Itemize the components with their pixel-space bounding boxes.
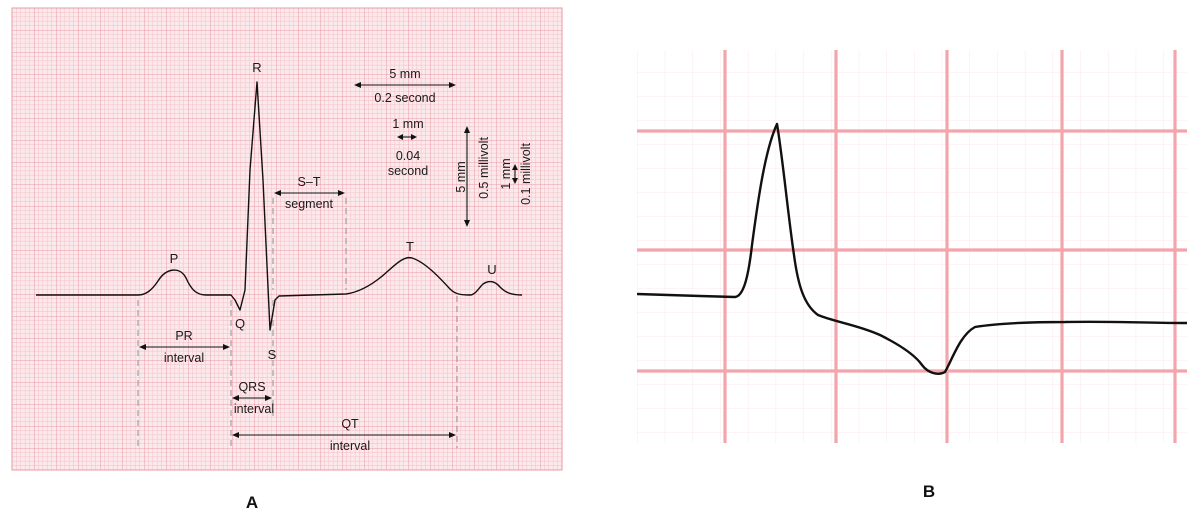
ecg-paper-b	[637, 50, 1187, 443]
ecg-paper-a	[12, 8, 562, 470]
label-p-wave: P	[170, 251, 179, 266]
label-qt-interval-word: interval	[330, 439, 370, 453]
panel-b-ecg-strip	[636, 50, 1187, 443]
label-small-box-height: 1 mm	[499, 158, 513, 189]
major-grid-b	[637, 50, 1187, 443]
label-u-wave: U	[487, 262, 496, 277]
label-t-wave: T	[406, 239, 414, 254]
ecg-paper-a-border	[11, 7, 563, 471]
label-big-box-height: 5 mm	[454, 161, 468, 192]
label-small-box-width: 1 mm	[392, 117, 423, 131]
label-big-box-voltage: 0.5 millivolt	[477, 137, 491, 199]
label-small-box-voltage: 0.1 millivolt	[519, 143, 533, 205]
label-r-wave: R	[252, 60, 261, 75]
ecg-trace-a	[36, 81, 523, 331]
label-pr-interval: PR	[175, 329, 192, 343]
interval-guides	[137, 198, 458, 448]
label-st-segment: S–T	[298, 175, 321, 189]
label-s-wave: S	[268, 347, 277, 362]
ecg-trace-b	[636, 122, 1187, 375]
label-qrs-interval: QRS	[238, 380, 265, 394]
label-small-box-time: 0.04	[396, 149, 420, 163]
panel-label-b: B	[923, 482, 935, 501]
label-q-wave: Q	[235, 316, 245, 331]
label-pr-interval-word: interval	[164, 351, 204, 365]
label-qrs-interval-word: interval	[234, 402, 274, 416]
label-big-box-width: 5 mm	[389, 67, 420, 81]
label-small-box-time-unit: second	[388, 164, 428, 178]
panel-label-a: A	[246, 493, 258, 512]
label-big-box-time: 0.2 second	[374, 91, 435, 105]
label-st-segment-word: segment	[285, 197, 333, 211]
label-qt-interval: QT	[341, 417, 359, 431]
panel-a-ecg-diagram: P Q R S T U 5 mm 0.2 second 1 mm 0.04 se…	[11, 7, 563, 471]
measurement-arrows	[139, 82, 518, 438]
